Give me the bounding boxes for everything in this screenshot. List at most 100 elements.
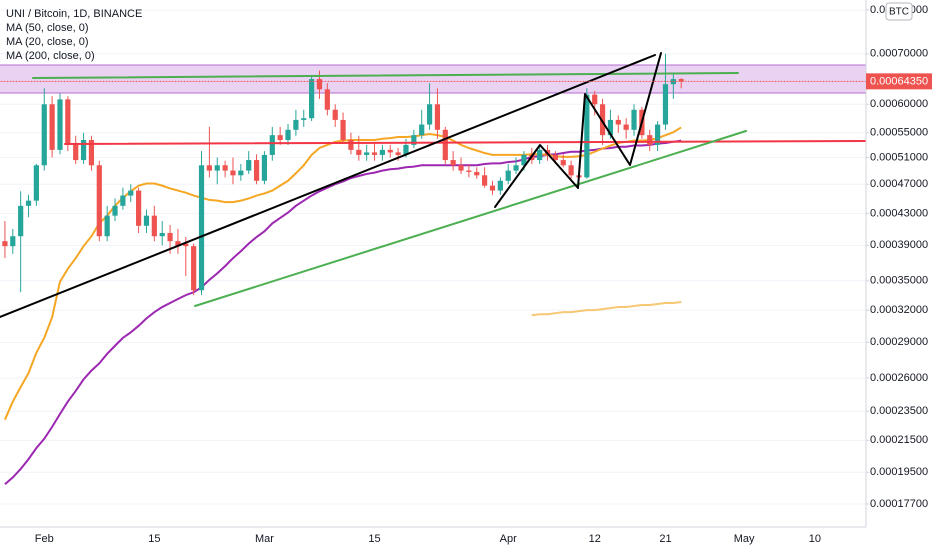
candle-body	[348, 139, 354, 150]
candle-body	[57, 99, 63, 150]
candle-body	[379, 149, 385, 155]
candle-body	[33, 165, 39, 201]
candle-body	[112, 205, 118, 216]
candle-body	[159, 232, 165, 237]
candle-body	[253, 160, 260, 181]
candle-body	[678, 79, 684, 82]
candle-body	[466, 170, 472, 172]
last-price-label: 0.00064350	[870, 75, 928, 87]
candle-body	[261, 154, 268, 181]
candle-body	[120, 195, 126, 206]
candle-body	[489, 185, 496, 191]
candle-body	[10, 236, 16, 247]
y-tick-label: 0.00035000	[870, 275, 928, 287]
candle-body	[395, 152, 401, 155]
horizontal-trendline	[32, 72, 739, 79]
candle-body	[505, 170, 511, 181]
x-tick-label: 21	[659, 533, 671, 545]
candle-body	[513, 165, 519, 171]
candle-body	[214, 165, 220, 171]
x-tick-label: 10	[809, 533, 821, 545]
candle-body	[434, 104, 441, 130]
candle-body	[560, 160, 566, 166]
candle-body	[655, 124, 661, 145]
y-tick-label: 0.00070000	[870, 48, 928, 60]
candle-body	[364, 152, 370, 155]
candle-body	[356, 149, 362, 155]
candle-body	[277, 135, 283, 140]
candle-body	[88, 139, 95, 166]
candle-body	[18, 205, 24, 237]
support-line	[64, 140, 867, 145]
candle-body	[151, 215, 157, 237]
legend-entry: MA (50, close, 0)	[6, 22, 89, 34]
resistance-zone	[0, 64, 866, 94]
x-tick-label: Mar	[255, 533, 274, 545]
y-axis-background	[866, 0, 932, 550]
x-axis-background	[0, 527, 932, 550]
rising-trendline	[194, 130, 747, 307]
chart-title: UNI / Bitcoin, 1D, BINANCE	[6, 8, 142, 20]
y-tick-label: 0.00026000	[870, 372, 928, 384]
y-tick-label: 0.00039000	[870, 239, 928, 251]
candle-body	[662, 84, 669, 125]
candle-body	[167, 232, 173, 242]
candle-body	[568, 165, 574, 176]
candle-body	[293, 119, 299, 130]
y-tick-label: 0.00047000	[870, 178, 928, 190]
candle-body	[238, 170, 244, 176]
candle-body	[647, 135, 653, 145]
candle-body	[143, 215, 150, 226]
x-tick-label: 15	[368, 533, 380, 545]
legend-entry: MA (200, close, 0)	[6, 50, 95, 62]
x-tick-label: Apr	[500, 533, 517, 545]
y-tick-label: 0.00055000	[870, 127, 928, 139]
candle-body	[269, 135, 275, 155]
candle-body	[104, 215, 110, 237]
candle-body	[316, 79, 323, 90]
candle-body	[309, 79, 315, 119]
candle-body	[537, 149, 543, 161]
candle-body	[206, 165, 212, 171]
candle-body	[80, 139, 87, 161]
candle-body	[474, 171, 480, 176]
currency-label: BTC	[889, 7, 909, 18]
candle-body	[222, 165, 228, 171]
candle-body	[387, 149, 393, 153]
candle-body	[450, 160, 456, 166]
candle-body	[96, 165, 102, 237]
candle-body	[128, 190, 134, 196]
ma-line	[531, 301, 682, 317]
candle-body	[175, 241, 181, 247]
y-tick-label: 0.00017700	[870, 498, 928, 510]
last-price-box	[866, 73, 932, 90]
y-tick-label: 0.00032000	[870, 304, 928, 316]
candle-body	[41, 104, 47, 166]
y-tick-label: 0.00021500	[870, 434, 928, 446]
trendline	[0, 54, 656, 318]
x-tick-label: May	[734, 533, 755, 545]
candle-body	[65, 99, 71, 145]
legend: UNI / Bitcoin, 1D, BINANCE MA (50, close…	[6, 8, 142, 62]
candle-body	[623, 124, 629, 130]
y-tick-label: 0.00051000	[870, 151, 928, 163]
candle-body	[482, 175, 488, 186]
y-tick-label: 0.00060000	[870, 98, 928, 110]
currency-badge	[885, 2, 913, 21]
x-tick-label: Feb	[35, 533, 54, 545]
candle-body	[521, 154, 527, 166]
candle-body	[246, 160, 252, 171]
zone-fill	[0, 65, 866, 93]
candle-body	[497, 180, 503, 191]
ma-line	[4, 139, 682, 486]
candle-body	[584, 94, 590, 178]
candle-body	[411, 135, 417, 145]
candle-body	[419, 124, 425, 136]
legend-entry: MA (20, close, 0)	[6, 36, 89, 48]
candle-body	[183, 243, 189, 247]
y-tick-label: 0.00043000	[870, 207, 928, 219]
candle-body	[230, 170, 236, 176]
candle-body	[552, 154, 558, 161]
